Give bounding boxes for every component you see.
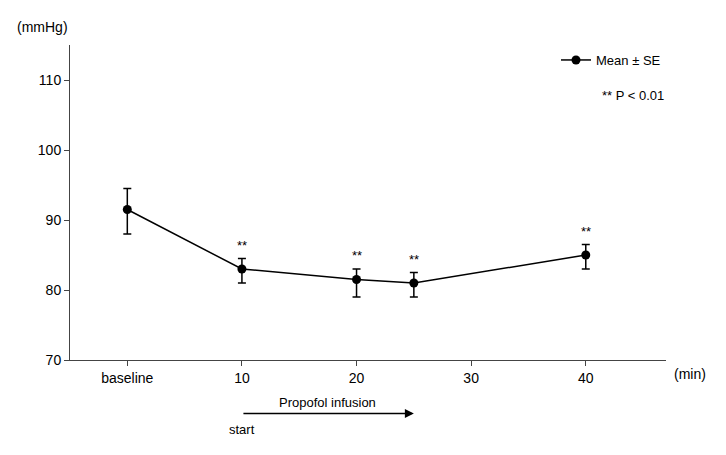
svg-text:90: 90 [46, 212, 62, 228]
svg-text:100: 100 [38, 142, 62, 158]
svg-text:**: ** [409, 252, 419, 267]
svg-text:20: 20 [349, 370, 365, 386]
svg-text:**: ** [237, 238, 247, 253]
svg-text:**: ** [352, 248, 362, 263]
svg-text:** P < 0.01: ** P < 0.01 [602, 88, 664, 103]
svg-text:70: 70 [46, 352, 62, 368]
svg-text:baseline: baseline [101, 370, 153, 386]
svg-text:(min): (min) [674, 366, 706, 382]
svg-text:**: ** [581, 224, 591, 239]
svg-text:10: 10 [234, 370, 250, 386]
svg-text:30: 30 [463, 370, 479, 386]
svg-text:(mmHg): (mmHg) [17, 19, 68, 35]
svg-text:start: start [229, 422, 255, 437]
svg-text:110: 110 [39, 72, 62, 88]
svg-text:Mean ± SE: Mean ± SE [596, 53, 661, 68]
svg-text:40: 40 [578, 370, 594, 386]
svg-text:80: 80 [46, 282, 62, 298]
svg-text:Propofol infusion: Propofol infusion [279, 395, 376, 410]
